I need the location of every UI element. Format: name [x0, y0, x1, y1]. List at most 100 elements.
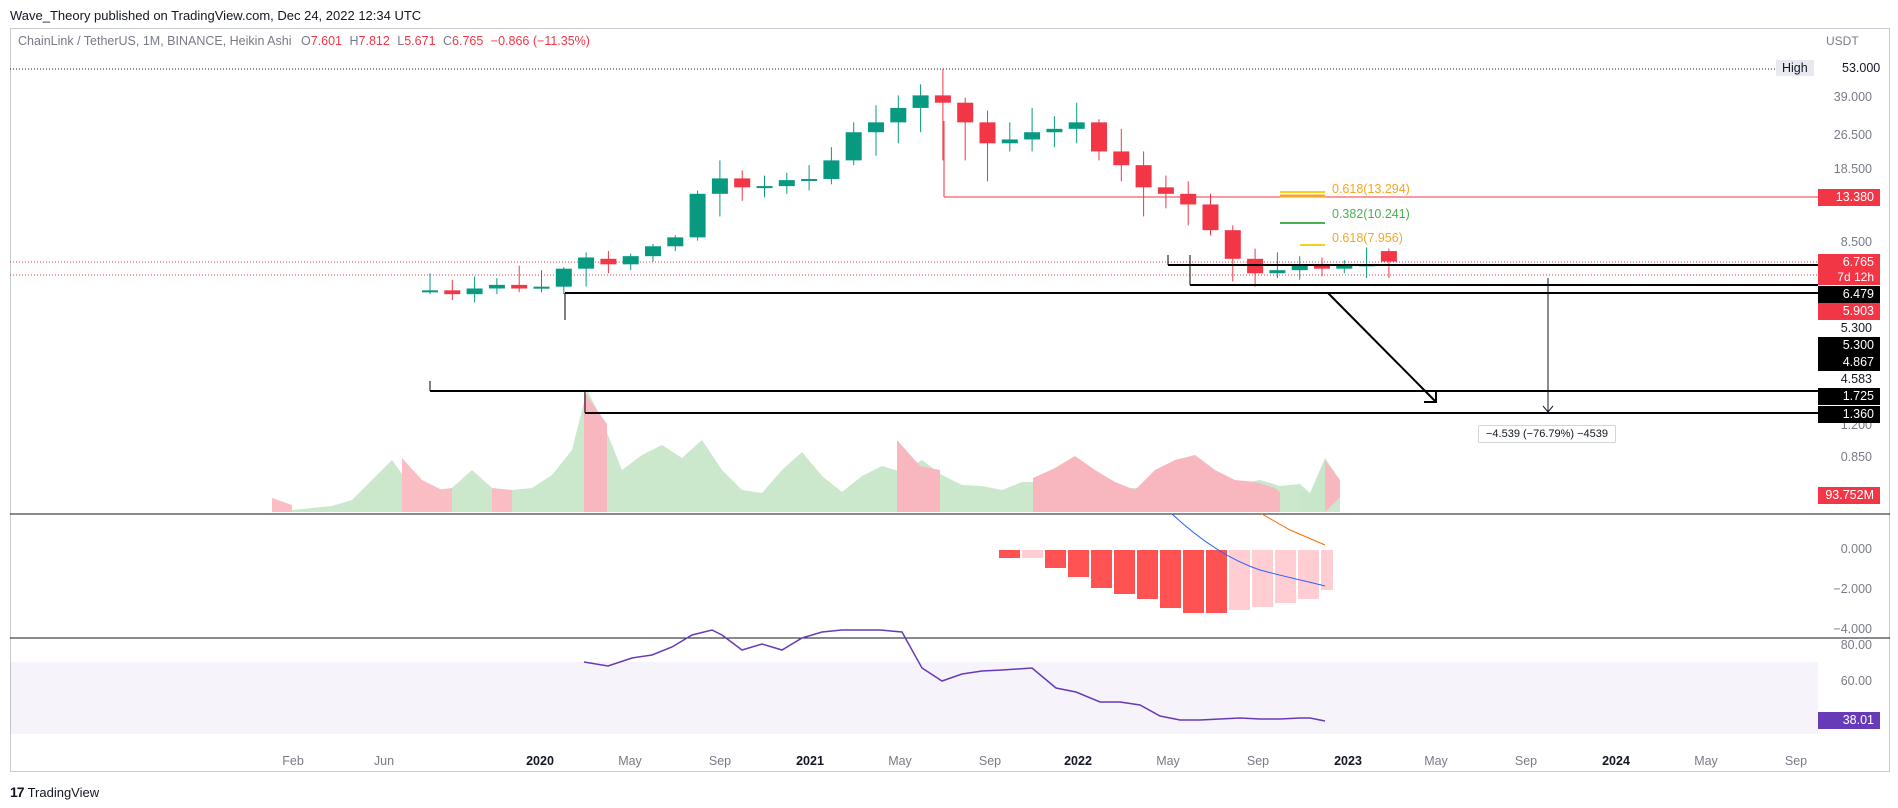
rsi-line — [583, 629, 1326, 722]
mid-tag-2: 4.867 — [1818, 354, 1880, 371]
candle-body — [1135, 165, 1152, 188]
time-axis-label: Jun — [373, 754, 395, 768]
mid-tag-1: 5.300 — [1818, 337, 1880, 354]
fib-label-3: 0.618(7.956) — [1332, 231, 1403, 245]
candle-body — [622, 256, 639, 265]
open-value: 7.601 — [310, 34, 342, 48]
time-axis-label: 2023 — [1334, 754, 1362, 768]
support-tag-2: 5.903 — [1818, 303, 1880, 320]
price-tick: 5.300 — [1840, 321, 1872, 335]
candle-body — [488, 284, 505, 289]
macd-tick: 0.000 — [1840, 542, 1872, 556]
low-value: 5.671 — [404, 34, 436, 48]
low-tag-2: 1.360 — [1818, 406, 1880, 423]
candle-body — [1314, 265, 1330, 269]
projection-arrow — [1327, 292, 1437, 403]
time-axis-label: Feb — [282, 754, 304, 768]
candle-body — [1224, 230, 1241, 259]
candle-body — [1068, 122, 1085, 129]
time-axis-label: Sep — [978, 754, 1002, 768]
macd-tick: −2.000 — [1833, 582, 1872, 596]
fib-label-1: 0.618(13.294) — [1332, 182, 1410, 196]
low-label: L — [397, 34, 405, 48]
measure-label: −4.539 (−76.79%) −4539 — [1478, 425, 1617, 443]
time-axis-label: 2022 — [1064, 754, 1092, 768]
volume-area — [272, 390, 1340, 512]
macd-tick: −4.000 — [1833, 622, 1872, 636]
footer: 17 TradingView — [10, 784, 99, 800]
candle-body — [845, 132, 862, 161]
projection-arrowhead — [1424, 390, 1437, 403]
measure-arrowhead — [1542, 405, 1554, 413]
high-label: H — [349, 34, 359, 48]
time-axis-label: 2020 — [526, 754, 554, 768]
fib-label-2: 0.382(10.241) — [1332, 207, 1410, 221]
candle-body — [578, 257, 595, 269]
candle-body — [1001, 139, 1018, 144]
rsi-tag: 38.01 — [1818, 712, 1880, 729]
time-axis-label: Sep — [1246, 754, 1270, 768]
chart-frame[interactable] — [10, 28, 1890, 772]
high-value: 7.812 — [358, 34, 390, 48]
symbol-legend: ChainLink / TetherUS, 1M, BINANCE, Heiki… — [18, 34, 590, 48]
time-axis-label: May — [618, 754, 642, 768]
publisher-line: Wave_Theory published on TradingView.com… — [10, 8, 422, 23]
time-axis-label: Sep — [708, 754, 732, 768]
candle-body — [934, 95, 951, 103]
candle-body — [1046, 128, 1063, 133]
candle-body — [1024, 132, 1041, 140]
close-label: C — [443, 34, 453, 48]
rsi-tick: 60.00 — [1840, 674, 1872, 688]
candle-body — [823, 160, 840, 179]
candle-body — [979, 122, 996, 144]
resistance-tag: 13.380 — [1818, 189, 1880, 206]
candle-body — [444, 290, 461, 295]
candle-body — [645, 246, 661, 257]
tradingview-logo-icon: 17 — [10, 784, 25, 800]
macd-histogram — [999, 513, 1333, 613]
candle-body — [511, 284, 528, 289]
candle-body — [756, 186, 773, 189]
candle-body — [555, 268, 572, 287]
candle-body — [778, 180, 795, 187]
price-tick: 39.000 — [1833, 90, 1872, 104]
candle-body — [1380, 251, 1397, 262]
candle-body — [734, 178, 751, 188]
low-tag-1: 1.725 — [1818, 388, 1880, 405]
candle-body — [801, 178, 818, 181]
candle-body — [957, 102, 974, 123]
volume-tag: 93.752M — [1818, 487, 1880, 504]
candle-body — [912, 95, 929, 108]
time-axis-label: May — [1156, 754, 1180, 768]
rsi-tick: 80.00 — [1840, 638, 1872, 652]
candle-body — [466, 288, 483, 295]
time-axis-label: Sep — [1514, 754, 1538, 768]
candle-body — [1336, 265, 1353, 269]
candle-body — [533, 286, 550, 289]
price-tick: 0.850 — [1840, 450, 1872, 464]
time-axis-label: 2021 — [796, 754, 824, 768]
currency-label: USDT — [1826, 34, 1859, 48]
time-axis-label: May — [1424, 754, 1448, 768]
candle-body — [1091, 122, 1107, 152]
last-price-tag: 6.765 — [1818, 254, 1880, 271]
rsi-band — [10, 662, 1818, 734]
candle-body — [1202, 204, 1219, 231]
candles — [422, 69, 1397, 303]
price-tick: 4.583 — [1840, 372, 1872, 386]
price-tick: 8.500 — [1840, 235, 1872, 249]
price-tick: 26.500 — [1833, 128, 1872, 142]
countdown-tag: 7d 12h — [1818, 270, 1880, 285]
high-value: 53.000 — [1842, 61, 1881, 75]
candle-body — [422, 290, 438, 293]
candle-body — [1180, 193, 1197, 205]
candle-body — [1113, 151, 1130, 166]
candle-body — [1247, 258, 1264, 274]
time-axis-label: Sep — [1784, 754, 1808, 768]
candle-body — [667, 237, 684, 247]
candle-body — [1269, 270, 1286, 274]
high-badge: High — [1776, 60, 1814, 76]
change-value: −0.866 (−11.35%) — [490, 34, 590, 48]
price-tick: 18.500 — [1833, 162, 1872, 176]
